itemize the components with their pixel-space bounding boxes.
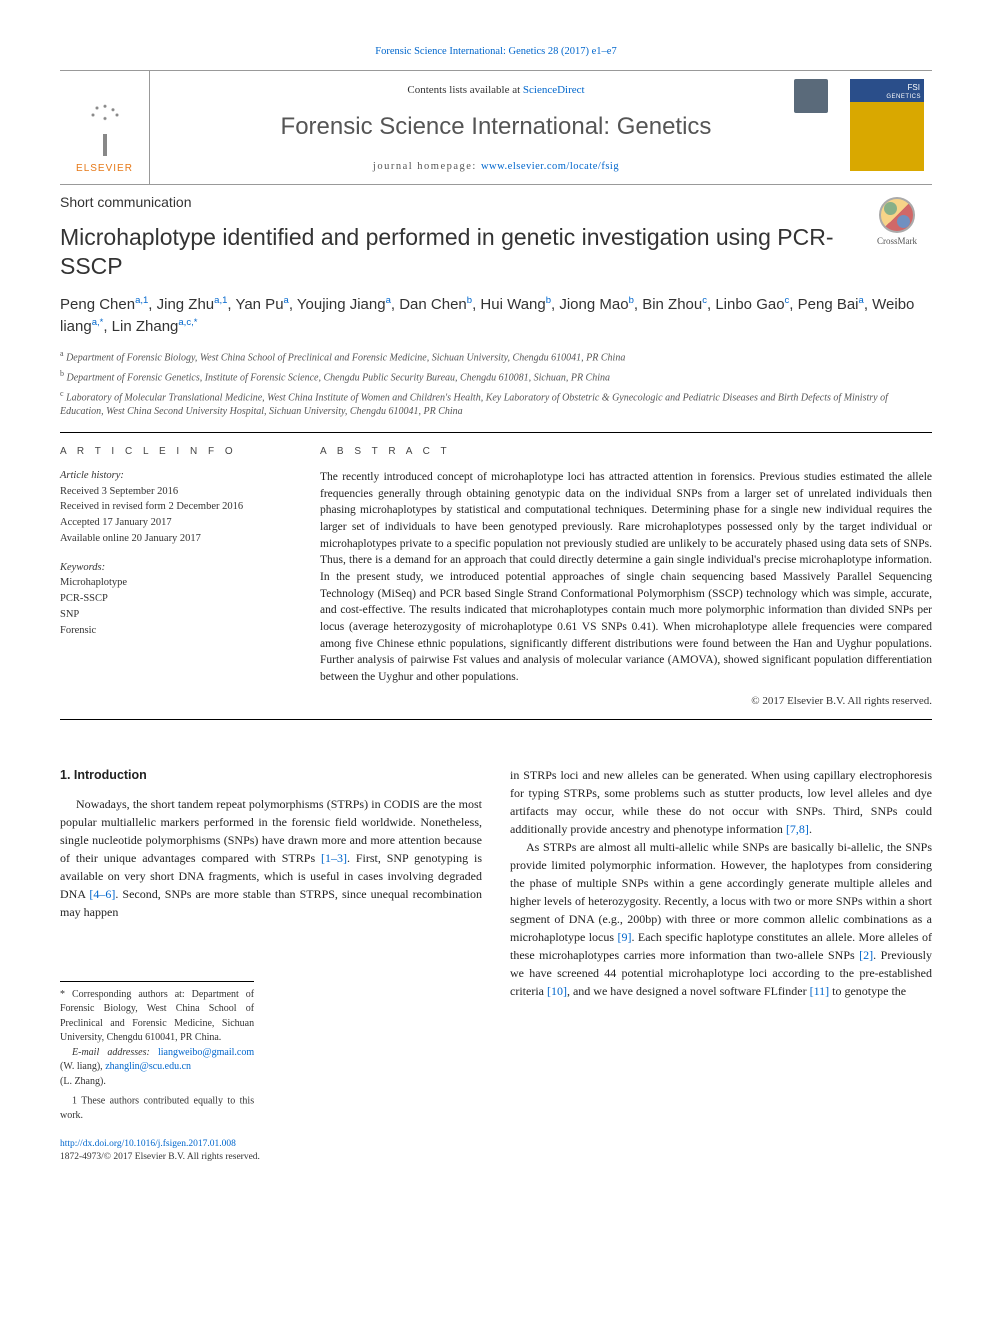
keyword: SNP: [60, 607, 290, 623]
affiliation: a Department of Forensic Biology, West C…: [60, 348, 932, 366]
affiliation: c Laboratory of Molecular Translational …: [60, 388, 932, 420]
sciencedirect-link[interactable]: ScienceDirect: [523, 84, 585, 96]
history-line: Available online 20 January 2017: [60, 531, 290, 547]
keyword: Microhaplotype: [60, 575, 290, 591]
history-line: Received in revised form 2 December 2016: [60, 499, 290, 515]
elsevier-tree-icon: [75, 96, 135, 156]
corresponding-note: * Corresponding authors at: Department o…: [60, 988, 254, 1046]
keywords-list: MicrohaplotypePCR-SSCPSNPForensic: [60, 575, 290, 638]
top-citation[interactable]: Forensic Science International: Genetics…: [60, 45, 932, 60]
homepage-link[interactable]: www.elsevier.com/locate/fsig: [481, 161, 619, 172]
issn-copyright: 1872-4973/© 2017 Elsevier B.V. All right…: [60, 1152, 260, 1162]
email-note: E-mail addresses: liangweibo@gmail.com (…: [60, 1046, 254, 1075]
article-type: Short communication: [60, 193, 932, 213]
citation-link[interactable]: [1–3]: [321, 851, 347, 865]
body-para: As STRPs are almost all multi-allelic wh…: [510, 838, 932, 1000]
article-title: Microhaplotype identified and performed …: [60, 223, 932, 281]
history-line: Accepted 17 January 2017: [60, 515, 290, 531]
email-link[interactable]: liangweibo@gmail.com: [158, 1047, 254, 1058]
column-left: 1. Introduction Nowadays, the short tand…: [60, 766, 482, 1124]
crossmark-icon: [879, 197, 915, 232]
publisher-mini-icon: [794, 79, 828, 113]
affiliation: b Department of Forensic Genetics, Insti…: [60, 368, 932, 386]
doi-link[interactable]: http://dx.doi.org/10.1016/j.fsigen.2017.…: [60, 1139, 236, 1149]
citation-link[interactable]: [11]: [810, 984, 830, 998]
elsevier-wordmark: ELSEVIER: [76, 162, 133, 176]
intro-heading: 1. Introduction: [60, 766, 482, 785]
citation-link[interactable]: [7,8]: [786, 822, 809, 836]
equal-contribution-note: 1 These authors contributed equally to t…: [60, 1091, 254, 1123]
divider: [60, 432, 932, 433]
intro-para-1: Nowadays, the short tandem repeat polymo…: [60, 795, 482, 921]
abstract-copyright: © 2017 Elsevier B.V. All rights reserved…: [320, 694, 932, 709]
history-line: Received 3 September 2016: [60, 484, 290, 500]
journal-title: Forensic Science International: Genetics: [160, 110, 832, 144]
keyword: Forensic: [60, 623, 290, 639]
email-tail: (L. Zhang).: [60, 1075, 254, 1090]
body-para: in STRPs loci and new alleles can be gen…: [510, 766, 932, 838]
citation-link[interactable]: [10]: [547, 984, 567, 998]
citation-link[interactable]: [9]: [617, 930, 631, 944]
history-lines: Received 3 September 2016Received in rev…: [60, 484, 290, 547]
article-identifiers: http://dx.doi.org/10.1016/j.fsigen.2017.…: [60, 1138, 932, 1165]
keywords-head: Keywords:: [60, 561, 290, 576]
crossmark-badge[interactable]: CrossMark: [862, 197, 932, 247]
body-columns: 1. Introduction Nowadays, the short tand…: [60, 766, 932, 1124]
footnotes: * Corresponding authors at: Department o…: [60, 981, 254, 1124]
journal-homepage: journal homepage: www.elsevier.com/locat…: [160, 160, 832, 175]
abstract-text: The recently introduced concept of micro…: [320, 469, 932, 686]
column-right: in STRPs loci and new alleles can be gen…: [510, 766, 932, 1124]
history-head: Article history:: [60, 469, 290, 484]
cover-image: [850, 79, 924, 171]
affiliation-list: a Department of Forensic Biology, West C…: [60, 348, 932, 420]
contents-available: Contents lists available at ScienceDirec…: [160, 83, 832, 98]
journal-cover: [842, 71, 932, 185]
journal-header: ELSEVIER Contents lists available at Sci…: [60, 70, 932, 186]
divider: [60, 719, 932, 720]
email-link[interactable]: zhanglin@scu.edu.cn: [105, 1061, 191, 1072]
keyword: PCR-SSCP: [60, 591, 290, 607]
citation-link[interactable]: [4–6]: [89, 887, 115, 901]
abstract-head: A B S T R A C T: [320, 445, 932, 459]
elsevier-logo: ELSEVIER: [60, 71, 150, 185]
article-info-head: A R T I C L E I N F O: [60, 445, 290, 459]
author-list: Peng Chena,1, Jing Zhua,1, Yan Pua, Youj…: [60, 294, 932, 338]
citation-link[interactable]: [2]: [859, 948, 873, 962]
